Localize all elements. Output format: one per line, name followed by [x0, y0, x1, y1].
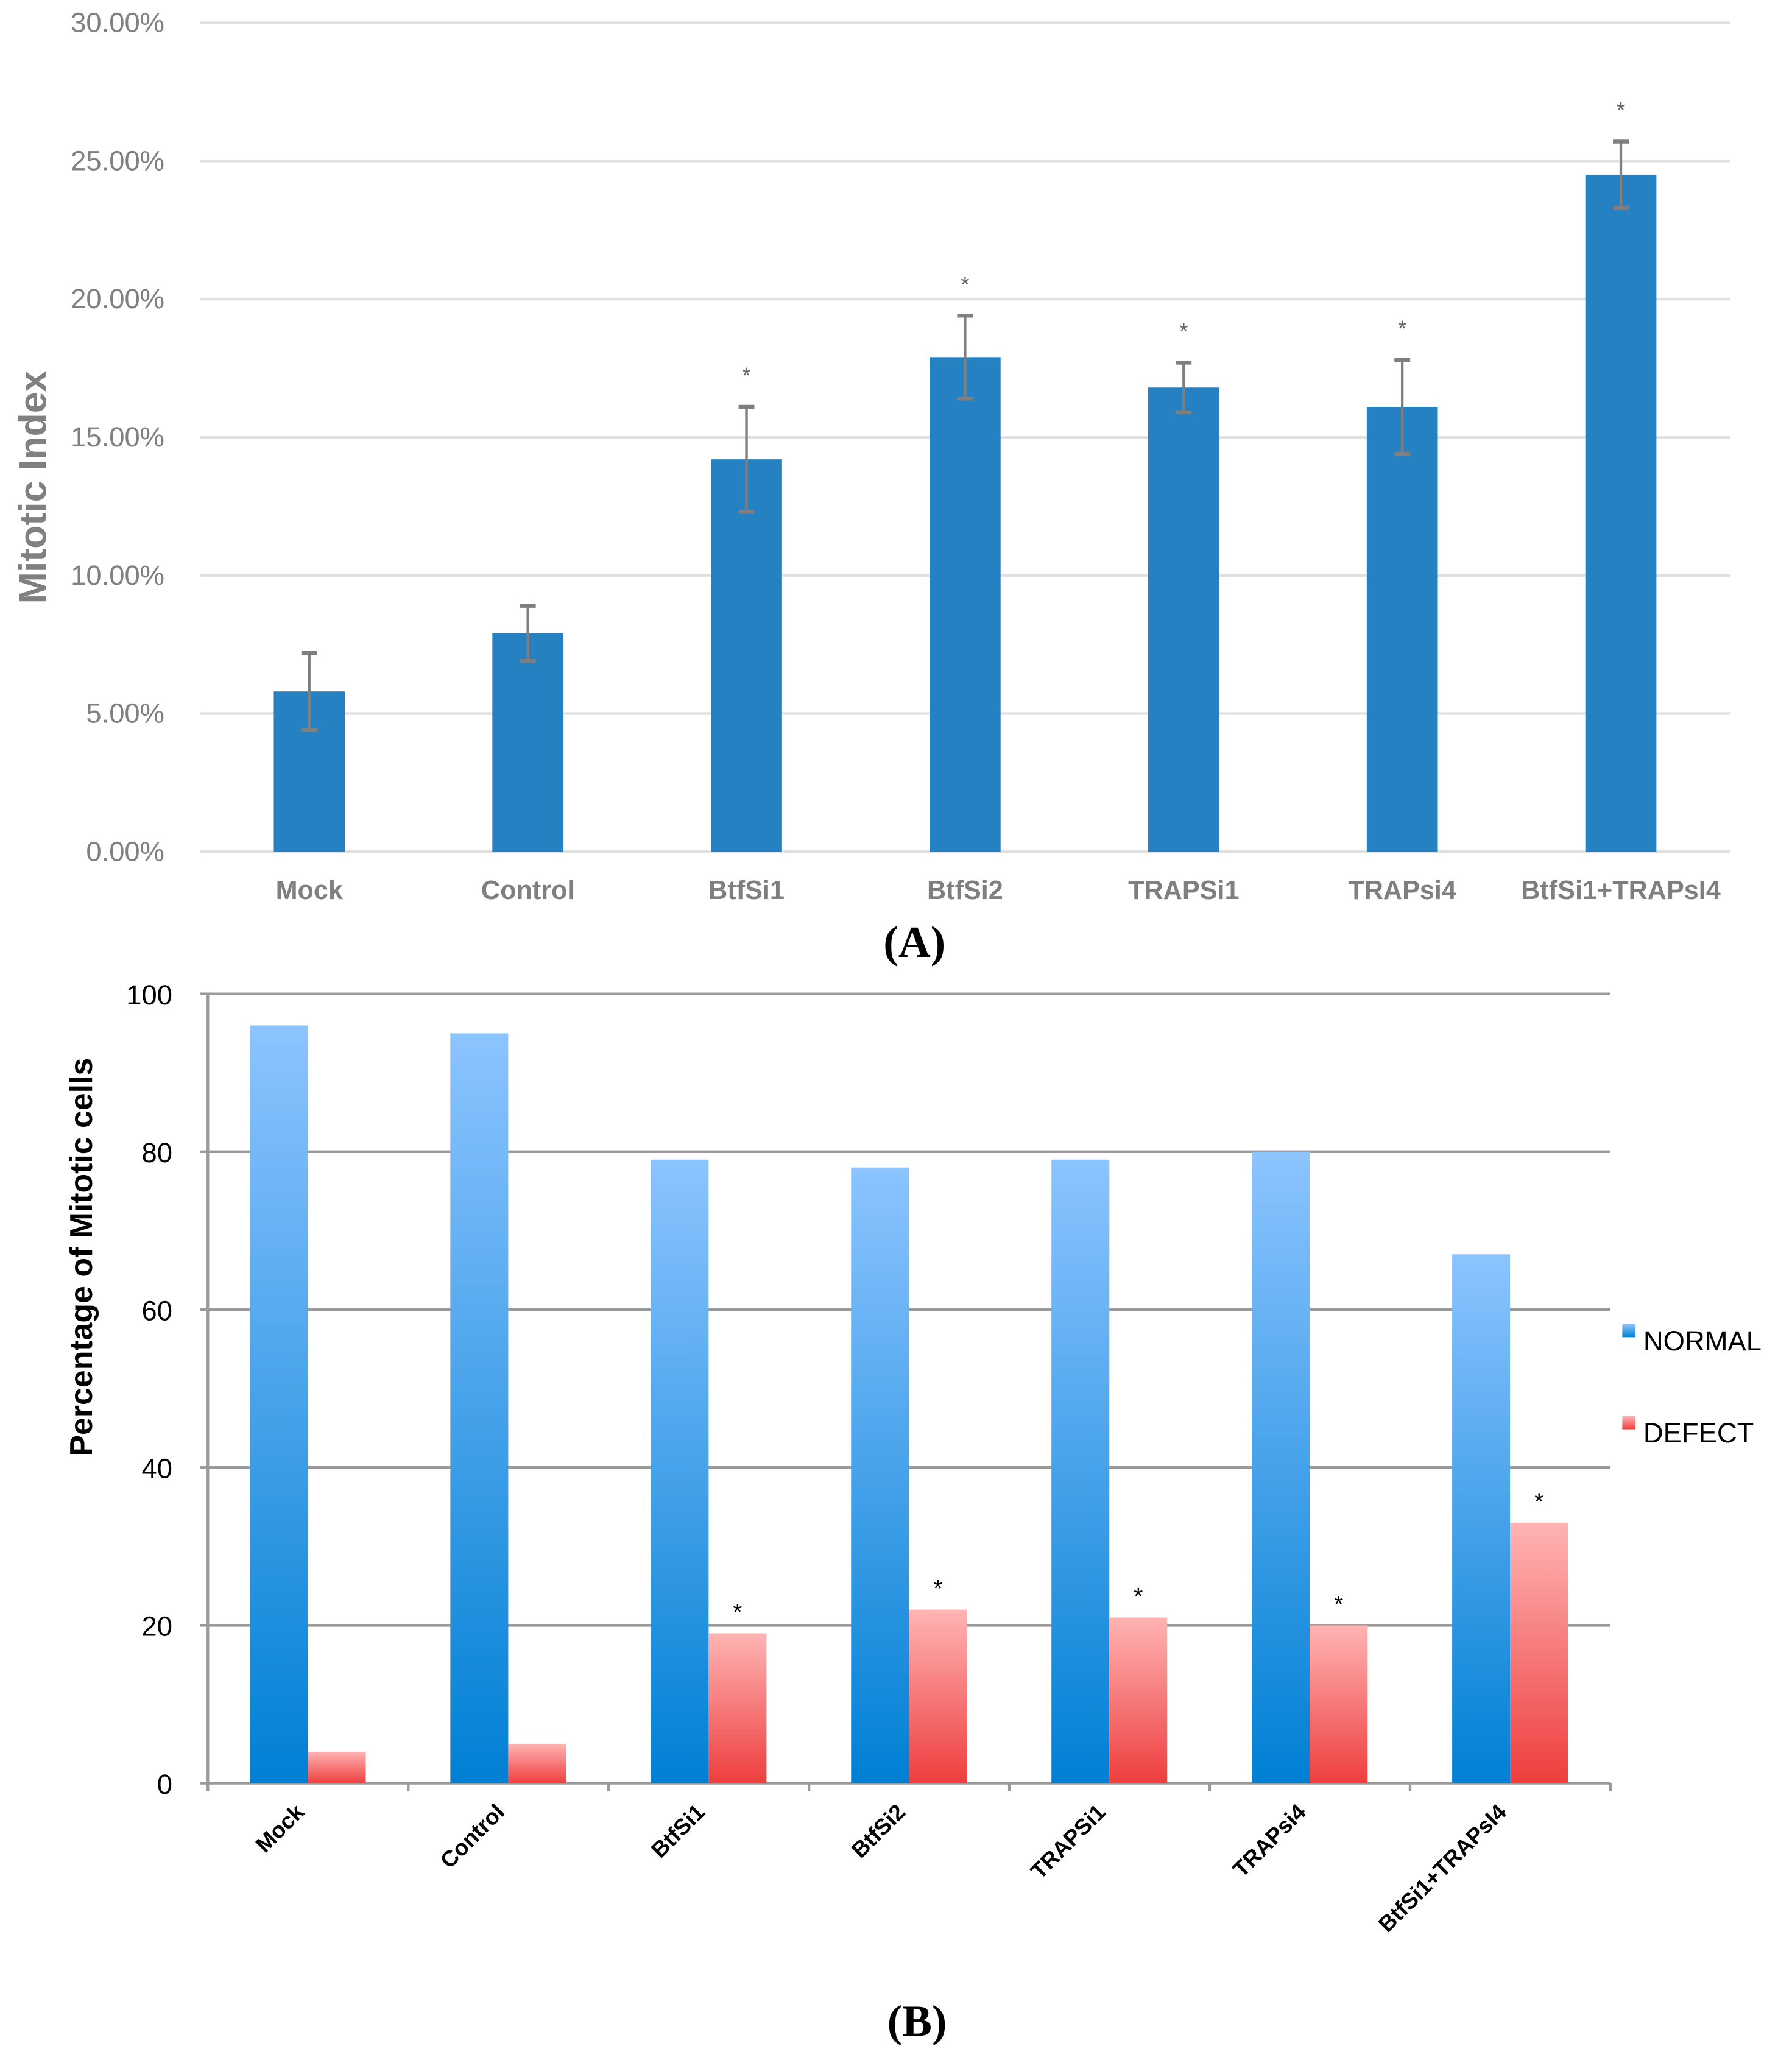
chart-a: 0.00% 5.00% 10.00% 15.00% 20.00% 25.00% 30.00%…: [12, 7, 1730, 967]
y-tick-label: 60: [141, 1295, 172, 1326]
defect-bar: [1310, 1625, 1368, 1783]
x-tick-label: Control: [481, 876, 575, 905]
y-axis-title: Percentage of Mitotic cells: [63, 1058, 99, 1456]
significance-mark: *: [1134, 1584, 1143, 1610]
defect-bar: [1510, 1522, 1568, 1783]
defect-bar: [308, 1751, 366, 1783]
bar: [1366, 406, 1438, 852]
x-tick-label: Control: [436, 1799, 509, 1873]
y-tick-label: 10.00%: [71, 560, 164, 591]
defect-bar: [708, 1633, 767, 1783]
defect-bar: [508, 1743, 566, 1783]
panel-label: (A): [883, 917, 945, 967]
significance-mark: *: [1534, 1489, 1543, 1515]
y-tick-label: 40: [141, 1453, 172, 1484]
significance-mark: *: [1179, 319, 1188, 344]
y-tick-label: 0.00%: [86, 836, 164, 867]
bar: [930, 357, 1001, 852]
x-tick-label: BtfSi2: [847, 1799, 910, 1863]
y-axis-title: Mitotic Index: [12, 370, 55, 604]
normal-bar: [851, 1167, 909, 1783]
bar: [1585, 174, 1657, 852]
significance-mark: *: [1334, 1592, 1343, 1618]
normal-bar: [450, 1033, 509, 1783]
defect-bar: [1109, 1617, 1168, 1783]
y-tick-label: 25.00%: [71, 145, 164, 176]
significance-mark: *: [1398, 316, 1406, 341]
x-tick-label: BtfSi1: [708, 876, 785, 905]
bar: [1148, 387, 1219, 852]
y-tick-label: 0: [157, 1769, 172, 1800]
legend-swatch-normal: [1622, 1324, 1635, 1338]
y-tick-label: 5.00%: [86, 698, 164, 729]
y-tick-label: 20.00%: [71, 283, 164, 314]
x-tick-label: TRAPsi4: [1228, 1799, 1311, 1882]
legend-label: DEFECT: [1643, 1417, 1754, 1448]
defect-bar: [909, 1609, 967, 1783]
normal-bar: [1452, 1254, 1511, 1783]
x-tick-label: BtfSi1+TRAPsI4: [1374, 1799, 1511, 1937]
legend-swatch-defect: [1622, 1416, 1635, 1430]
y-tick-label: 30.00%: [71, 7, 164, 38]
normal-bar: [1252, 1151, 1310, 1783]
bar: [492, 633, 563, 852]
x-tick-label: TRAPSi1: [1128, 876, 1239, 905]
y-tick-label: 15.00%: [71, 422, 164, 453]
panel-label: (B): [887, 1996, 947, 2045]
x-tick-label: BtfSi1: [646, 1799, 710, 1863]
bar: [711, 459, 782, 852]
x-tick-label: BtfSi1+TRAPsI4: [1521, 876, 1721, 905]
y-tick-label: 100: [126, 979, 172, 1011]
y-tick-label: 80: [141, 1137, 172, 1168]
significance-mark: *: [733, 1600, 742, 1626]
significance-mark: *: [961, 272, 969, 297]
x-tick-label: Mock: [251, 1799, 309, 1858]
normal-bar: [651, 1159, 709, 1783]
y-tick-label: 20: [141, 1611, 172, 1642]
normal-bar: [250, 1025, 308, 1783]
normal-bar: [1051, 1159, 1110, 1783]
x-tick-label: BtfSi2: [927, 876, 1003, 905]
x-tick-label: TRAPsi4: [1348, 876, 1456, 905]
significance-mark: *: [1617, 98, 1625, 123]
x-tick-label: TRAPSi1: [1026, 1799, 1110, 1884]
chart-b: 0 20 40 60 80 100 Mock Control * BtfSi1 * BtfSi2 * TR…: [63, 979, 1762, 2045]
significance-mark: *: [933, 1576, 942, 1602]
x-tick-label: Mock: [276, 876, 344, 905]
significance-mark: *: [742, 363, 750, 388]
legend-label: NORMAL: [1643, 1325, 1762, 1356]
